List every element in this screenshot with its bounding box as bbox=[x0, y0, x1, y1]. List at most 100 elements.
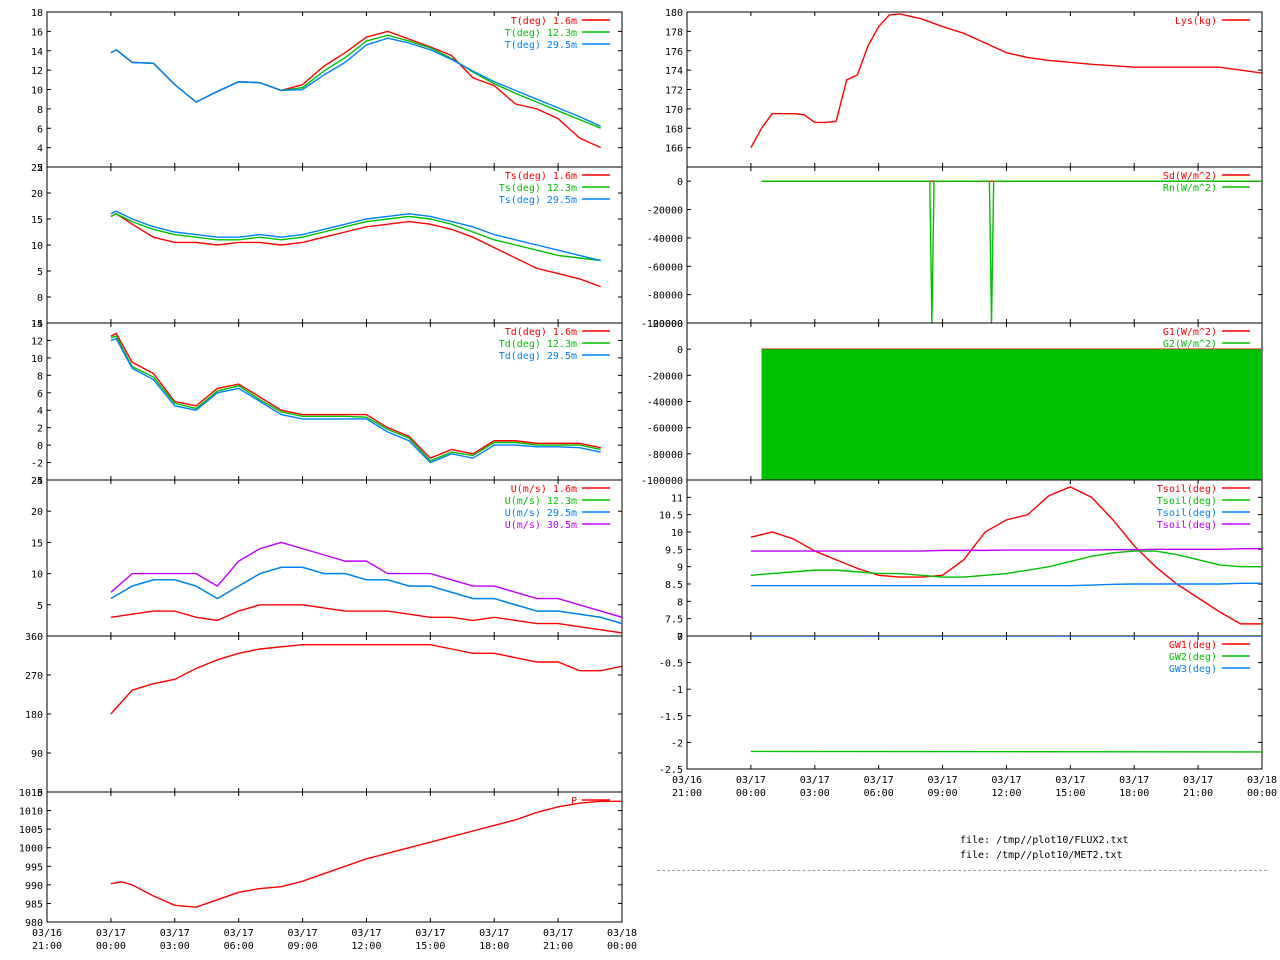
series-line bbox=[110, 337, 601, 464]
legend-label: G1(W/m^2) bbox=[1163, 327, 1217, 338]
y-tick-label: 10 bbox=[31, 354, 43, 365]
legend-label: G2(W/m^2) bbox=[1163, 339, 1217, 350]
legend-label: GW3(deg) bbox=[1169, 664, 1217, 675]
y-tick-label: -2 bbox=[31, 459, 43, 470]
y-tick-label: 6 bbox=[37, 389, 43, 400]
panel-frame bbox=[46, 791, 623, 923]
series-line bbox=[750, 547, 1262, 552]
legend-label: P bbox=[571, 796, 577, 807]
x-tick-label-time: 06:00 bbox=[864, 788, 894, 799]
y-tick-label: -0.5 bbox=[659, 659, 683, 670]
y-tick-label: -60000 bbox=[647, 262, 683, 273]
series-line bbox=[110, 213, 601, 262]
x-tick-label-time: 15:00 bbox=[1055, 788, 1085, 799]
y-tick-label: 0 bbox=[677, 177, 683, 188]
panel-frame bbox=[686, 11, 1263, 168]
panel-tsoil: 77.588.599.51010.511Tsoil(deg)Tsoil(deg)… bbox=[659, 479, 1263, 643]
x-tick-label-time: 12:00 bbox=[991, 788, 1021, 799]
panel-gw: -2.5 -2 -1.5 -1 -0.5 0 GW1(deg)GW2(deg)GW3(deg… bbox=[659, 632, 1263, 776]
series-line bbox=[110, 37, 601, 127]
y-tick-label: 10 bbox=[671, 528, 683, 539]
x-tick-label-time: 21:00 bbox=[672, 788, 702, 799]
legend-label: Td(deg) 1.6m bbox=[505, 327, 577, 338]
series-line bbox=[750, 582, 1262, 587]
y-tick-label: -20000 bbox=[647, 371, 683, 382]
y-tick-label: 166 bbox=[665, 144, 683, 155]
legend-label: GW1(deg) bbox=[1169, 640, 1217, 651]
series-line bbox=[110, 335, 601, 462]
y-tick-label: 5 bbox=[37, 601, 43, 612]
series-line bbox=[110, 210, 601, 262]
panel-frame bbox=[46, 635, 623, 793]
y-tick-label: 8 bbox=[677, 597, 683, 608]
x-tick-label-time: 21:00 bbox=[543, 941, 573, 952]
y-tick-label: 20 bbox=[31, 507, 43, 518]
x-tick-label-date: 03/17 bbox=[864, 775, 894, 786]
y-tick-label: 995 bbox=[25, 862, 43, 873]
legend-label: Rn(W/m^2) bbox=[1163, 183, 1217, 194]
y-tick-label: 1005 bbox=[19, 825, 43, 836]
legend-label: T(deg) 1.6m bbox=[511, 16, 577, 27]
x-tick-label-date: 03/17 bbox=[736, 775, 766, 786]
y-tick-label: 20000 bbox=[653, 319, 683, 330]
x-tick-label-date: 03/17 bbox=[800, 775, 830, 786]
y-tick-label: -40000 bbox=[647, 234, 683, 245]
x-tick-label-date: 03/17 bbox=[160, 928, 190, 939]
y-tick-label: 1010 bbox=[19, 807, 43, 818]
separator-line bbox=[657, 870, 1267, 871]
x-tick-label-date: 03/17 bbox=[1119, 775, 1149, 786]
y-tick-label: 7.5 bbox=[665, 615, 683, 626]
y-tick-label: 9.5 bbox=[665, 545, 683, 556]
legend-label: GW2(deg) bbox=[1169, 652, 1217, 663]
series-line bbox=[761, 180, 1262, 323]
legend-label: T(deg) 29.5m bbox=[505, 40, 577, 51]
y-tick-label: 980 bbox=[25, 918, 43, 929]
x-tick-label-date: 03/18 bbox=[607, 928, 637, 939]
y-tick-label: 4 bbox=[37, 406, 43, 417]
series-line bbox=[750, 13, 1262, 148]
y-tick-label: 16 bbox=[31, 27, 43, 38]
y-tick-label: 20 bbox=[31, 189, 43, 200]
legend-label: U(m/s) 1.6m bbox=[511, 484, 577, 495]
x-tick-label-date: 03/16 bbox=[32, 928, 62, 939]
y-tick-label: -60000 bbox=[647, 424, 683, 435]
series-line bbox=[110, 541, 622, 618]
legend-label: Tsoil(deg) bbox=[1157, 508, 1217, 519]
legend-label: Tsoil(deg) bbox=[1157, 496, 1217, 507]
y-tick-label: 0 bbox=[677, 632, 683, 643]
x-tick-label-time: 00:00 bbox=[1247, 788, 1277, 799]
y-tick-label: 18 bbox=[31, 8, 43, 19]
y-tick-label: 10 bbox=[31, 241, 43, 252]
y-tick-label: -80000 bbox=[647, 450, 683, 461]
y-tick-label: -1 bbox=[671, 685, 683, 696]
series-line bbox=[110, 566, 622, 625]
y-tick-label: 5 bbox=[37, 267, 43, 278]
x-tick-label-time: 21:00 bbox=[32, 941, 62, 952]
x-tick-label-time: 00:00 bbox=[736, 788, 766, 799]
x-tick-label-date: 03/16 bbox=[672, 775, 702, 786]
y-tick-label: -5 bbox=[31, 319, 43, 330]
file-info: file: /tmp//plot10/FLUX2.txt file: /tmp/… bbox=[960, 833, 1129, 863]
y-tick-label: 25 bbox=[31, 476, 43, 487]
y-tick-label: 178 bbox=[665, 27, 683, 38]
panel-rad: -100000 -80000 -60000 -40000 -20000 0 Sd(W/m^2… bbox=[641, 166, 1263, 330]
legend-label: Ts(deg) 1.6m bbox=[505, 171, 577, 182]
legend-label: Sd(W/m^2) bbox=[1163, 171, 1217, 182]
y-tick-label: 12 bbox=[31, 336, 43, 347]
y-tick-label: 4 bbox=[37, 144, 43, 155]
y-tick-label: 9 bbox=[677, 563, 683, 574]
legend-label: Td(deg) 12.3m bbox=[499, 339, 577, 350]
series-line bbox=[110, 643, 622, 715]
panel-ground: -100000 -80000 -60000 -40000 -20000 0 20000 G1(… bbox=[641, 319, 1263, 487]
y-tick-label: 170 bbox=[665, 105, 683, 116]
panel-wind: 5 10 15 20 25 U(m/s) 1.6mU(m/s) 12.3mU(m/s) 2… bbox=[31, 476, 623, 637]
panel-pressure: 980 985 990 995 1000 1005 1010 1015 P bbox=[19, 788, 623, 929]
y-tick-label: 11 bbox=[671, 493, 683, 504]
y-tick-label: 270 bbox=[25, 671, 43, 682]
series-area bbox=[761, 349, 1262, 480]
y-tick-label: 168 bbox=[665, 124, 683, 135]
x-tick-label-date: 03/17 bbox=[991, 775, 1021, 786]
y-tick-label: -20000 bbox=[647, 206, 683, 217]
